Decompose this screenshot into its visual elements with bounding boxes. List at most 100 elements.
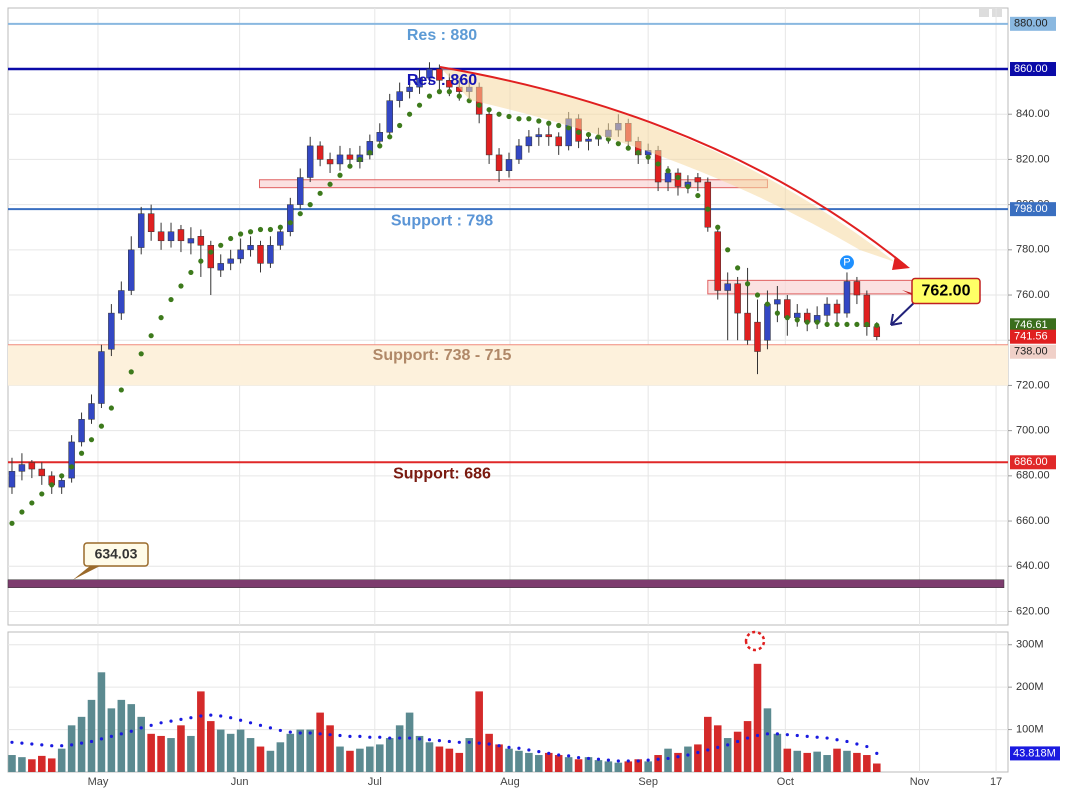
annotations: Res : 880 880.00 Res : 860 860.00 Support : … xyxy=(73,16,1060,761)
volume-bar xyxy=(813,751,821,772)
volume-ma-dot xyxy=(169,719,173,723)
candle-body xyxy=(98,351,105,404)
volume-ma-dot xyxy=(427,738,432,742)
candle-body xyxy=(784,299,791,318)
candle-body xyxy=(137,213,145,248)
level-text: Res : 860 xyxy=(407,72,477,89)
volume-ma-dot xyxy=(576,755,581,760)
volume-ma-dot xyxy=(199,714,203,718)
volume-bar xyxy=(216,729,225,772)
candle-body xyxy=(287,204,294,232)
level-text: Support: 686 xyxy=(393,465,491,482)
candle-body xyxy=(118,290,125,314)
volume-bar xyxy=(753,663,762,772)
sar-dot xyxy=(247,229,254,235)
candle-body xyxy=(217,263,224,271)
sar-dot xyxy=(844,321,850,328)
volume-ma-dot xyxy=(785,733,789,737)
sar-dot xyxy=(814,319,820,325)
candle-body xyxy=(38,468,46,477)
sar-dot xyxy=(764,301,771,307)
sar-dot xyxy=(39,491,45,497)
candle-body xyxy=(227,258,234,264)
volume-ma-dot xyxy=(447,739,451,744)
sar-dot xyxy=(69,464,75,470)
y-tick-label: 620.00 xyxy=(1016,605,1050,617)
pane-button[interactable] xyxy=(992,9,1002,17)
sar-dot xyxy=(625,145,631,151)
candle-body xyxy=(694,177,702,183)
volume-bar xyxy=(704,716,712,772)
volume-bar xyxy=(127,704,136,772)
candle-body xyxy=(376,132,384,142)
candle-body xyxy=(495,154,503,171)
volume-bar xyxy=(107,708,116,772)
sar-dot xyxy=(864,321,870,328)
candle-body xyxy=(853,281,861,296)
sar-dot xyxy=(705,206,711,212)
volume-bar xyxy=(584,757,593,772)
candle-body xyxy=(207,245,215,269)
target-label: 762.00 xyxy=(922,283,971,300)
volume-bar xyxy=(425,742,434,772)
volume-bar xyxy=(187,735,195,772)
volume-bar xyxy=(435,746,444,772)
candle-body xyxy=(177,229,185,242)
candle-body xyxy=(416,77,423,88)
sar-dot xyxy=(59,473,65,479)
pane-button[interactable] xyxy=(979,9,989,17)
sar-dot xyxy=(804,319,810,325)
candle-body xyxy=(257,245,264,264)
volume-bar xyxy=(385,738,394,772)
volume-bar xyxy=(246,738,255,772)
y-tick-label: 660.00 xyxy=(1016,515,1050,527)
p-marker-text: P xyxy=(843,256,850,268)
volume-ma-dot xyxy=(437,739,442,743)
sar-dot xyxy=(456,93,462,99)
candle-body xyxy=(78,419,85,443)
volume-ma-dot xyxy=(765,732,770,736)
volume-ma-dot xyxy=(875,751,879,756)
volume-bar xyxy=(356,748,364,772)
volume-ma-dot xyxy=(229,716,233,720)
level-label-box xyxy=(1010,62,1056,77)
volume-ma-dot xyxy=(348,734,352,738)
sar-dot xyxy=(784,315,790,321)
volume-ma-dot xyxy=(258,723,263,727)
candle-body xyxy=(297,177,304,205)
candle-body xyxy=(247,245,254,251)
volume-ma-dot xyxy=(50,744,54,748)
candle-body xyxy=(108,312,115,350)
volume-ma-dot xyxy=(189,716,193,720)
x-tick-label: Sep xyxy=(638,776,658,788)
volume-ma-dot xyxy=(547,751,551,755)
x-tick-label: May xyxy=(88,776,109,788)
volume-ma-dot xyxy=(736,739,740,744)
y-tick-label: 300M xyxy=(1016,639,1044,651)
volume-ma-dot xyxy=(368,735,372,739)
volume-ma-dot xyxy=(179,717,183,721)
volume-bar xyxy=(87,699,96,772)
level-label-box xyxy=(1010,455,1056,470)
sar-dot xyxy=(546,120,552,126)
candle-body xyxy=(436,68,443,81)
sar-dot xyxy=(794,317,800,323)
x-tick-label: Jun xyxy=(231,776,249,788)
sar-dot xyxy=(595,134,602,140)
level-label: 860.00 xyxy=(1014,63,1048,75)
volume-ma-dot xyxy=(855,742,859,746)
sar-dot xyxy=(9,520,15,526)
sar-dot xyxy=(446,89,452,95)
candle-body xyxy=(58,480,65,488)
sar-dot xyxy=(178,283,184,289)
volume-ma-dot xyxy=(646,758,650,762)
volume-bar xyxy=(336,746,344,772)
volume-bar xyxy=(823,755,831,772)
candle-body xyxy=(515,145,523,160)
y-tick-label: 780.00 xyxy=(1016,244,1050,256)
volume-bar xyxy=(664,748,672,772)
volume-bar xyxy=(614,762,623,772)
volume-ma-dot xyxy=(606,758,610,762)
volume-ma-dot xyxy=(745,736,750,740)
